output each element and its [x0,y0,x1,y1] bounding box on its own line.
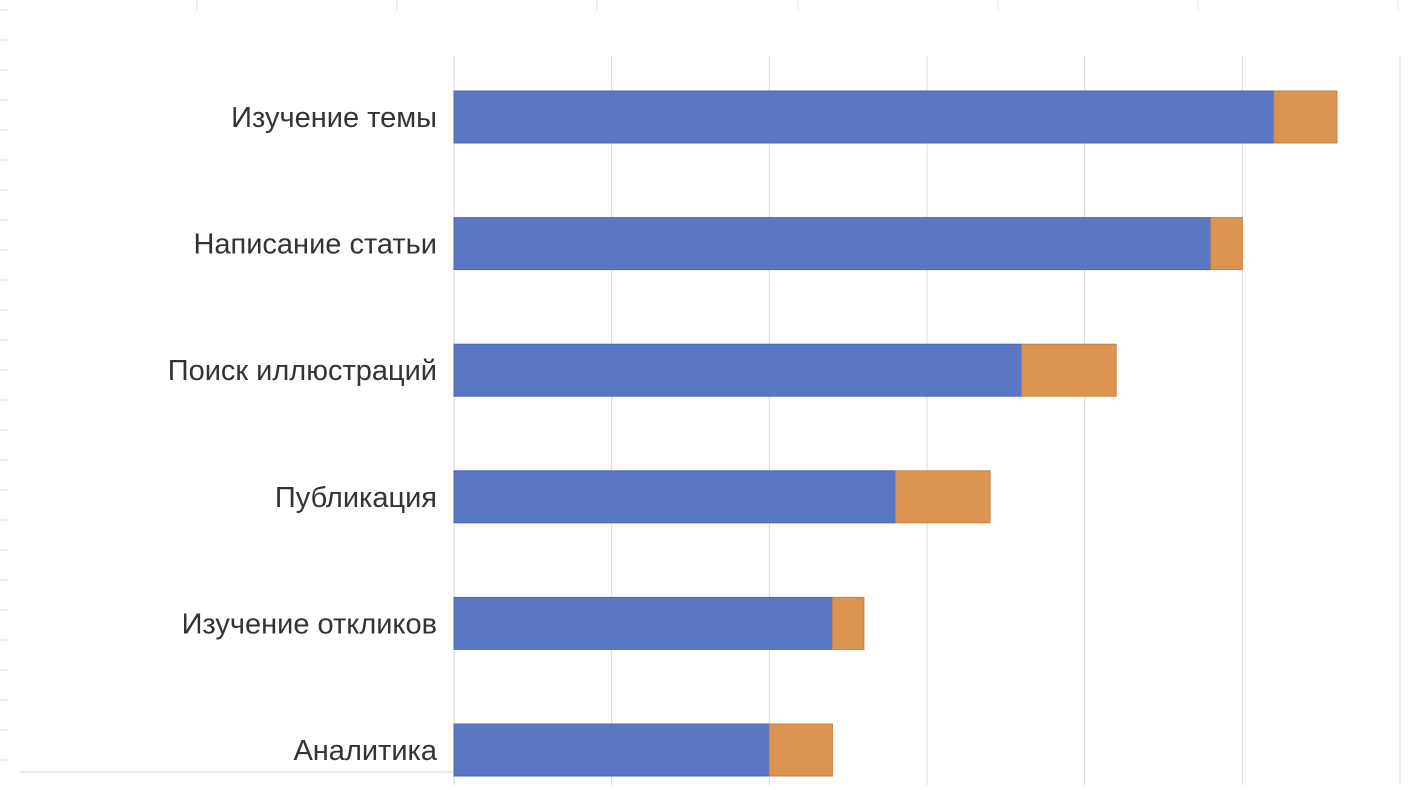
stacked-bar-chart: Изучение темы Написание статьи Поиск иллюс… [20,56,1401,785]
bar-series-2[interactable] [1021,343,1117,397]
bar-series-1[interactable] [453,90,1275,144]
bar-series-1[interactable] [453,217,1212,271]
bar-series-2[interactable] [894,470,991,524]
bar-series-1[interactable] [453,470,896,524]
category-label: Аналитика [293,735,437,767]
bar-series-2[interactable] [1210,217,1243,271]
category-label: Поиск иллюстраций [168,355,437,387]
bar-series-2[interactable] [1273,90,1338,144]
bar-series-2[interactable] [768,723,833,777]
bar-series-1[interactable] [453,723,770,777]
chart-area[interactable]: Изучение темы Написание статьи Поиск иллюс… [8,10,1419,785]
category-label: Написание статьи [193,229,437,261]
category-label: Изучение темы [231,102,437,134]
bar-series-1[interactable] [453,343,1023,397]
bar-series-1[interactable] [453,596,833,650]
category-label: Изучение откликов [182,608,437,640]
bar-series-2[interactable] [831,596,865,650]
category-label: Публикация [275,482,437,514]
